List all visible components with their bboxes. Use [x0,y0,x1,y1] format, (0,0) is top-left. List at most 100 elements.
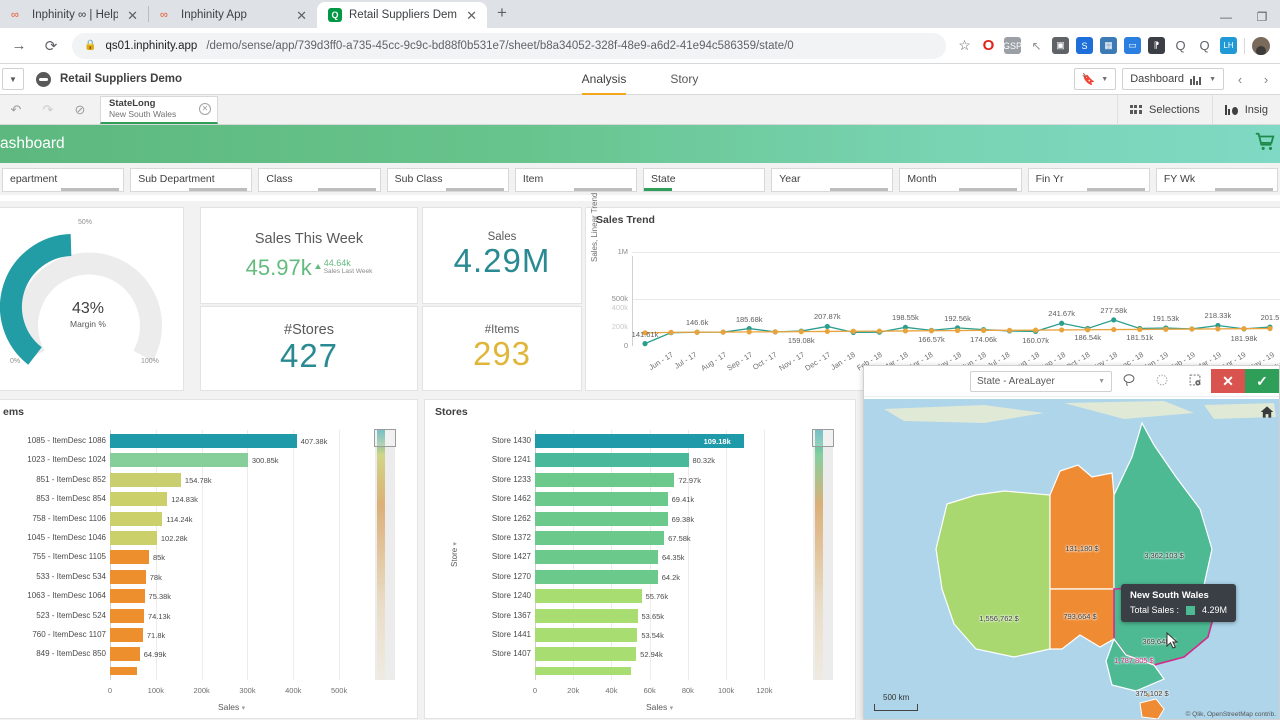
bar[interactable] [110,511,163,526]
browser-tab-3[interactable]: Q Retail Suppliers Demo - Dashboa ✕ [317,2,487,28]
filter-fy-wk[interactable]: FY Wk [1155,167,1279,192]
cursor-extension-icon[interactable]: ↖ [1031,38,1042,53]
close-icon[interactable]: ✕ [296,7,307,23]
margin-gauge-panel[interactable]: 0% 50% 100% 43% Margin % [0,207,184,391]
bar-category-label[interactable]: 1085 - ItemDesc 1086 [27,436,106,445]
bar[interactable] [110,589,145,604]
bar[interactable] [535,589,642,604]
bar[interactable] [535,628,638,642]
restore-button[interactable]: ❐ [1256,10,1268,24]
bar[interactable] [535,550,658,565]
bar-category-label[interactable]: 1023 - ItemDesc 1024 [27,455,106,465]
bar[interactable] [535,531,665,545]
bar[interactable] [110,628,143,642]
redo-button[interactable]: ↷ [42,101,54,117]
bar-category-label[interactable]: 758 - ItemDesc 1106 [32,513,106,523]
clear-select-icon[interactable] [1178,373,1211,390]
grid-extension-icon[interactable]: ▦ [1100,37,1117,54]
stores-bar-panel[interactable]: Stores Store ▾ 0 20k 40k 60k 80k 100k 120k Stor… [424,399,856,719]
browser-tab-2[interactable]: ∞ Inphinity App ✕ [149,2,317,28]
bar[interactable] [110,647,140,662]
confirm-selection-button[interactable]: ✓ [1245,369,1279,393]
new-tab-button[interactable]: + [497,3,507,22]
bar-category-label[interactable]: 533 - ItemDesc 534 [36,571,106,581]
q-extension-icon[interactable]: Q [1172,37,1189,54]
bar-category-label[interactable]: 755 - ItemDesc 1105 [32,552,106,562]
mini-chart-scrollbar[interactable] [374,429,396,680]
selections-button[interactable]: Selections [1116,94,1212,125]
bar-category-label[interactable]: Store 1441 [491,630,531,639]
clear-selections-button[interactable]: ⊘ [74,101,86,117]
mini-chart-scrollbar[interactable] [812,429,834,680]
filter-year[interactable]: Year [771,167,894,192]
bar-category-label[interactable]: Store 1430 [491,436,531,445]
circle-select-icon[interactable] [1145,373,1178,390]
bar[interactable] [110,472,181,487]
bar[interactable] [110,550,149,565]
bar-category-label[interactable]: Store 1240 [491,591,531,601]
layer-select[interactable]: State - AreaLayer ▼ [970,370,1112,392]
filter-month[interactable]: Month [899,167,1022,192]
bar-category-label[interactable]: Store 1270 [491,571,531,581]
video-extension-icon[interactable]: ▭ [1124,37,1141,54]
bar[interactable] [535,608,638,623]
bar-category-label[interactable]: 849 - ItemDesc 850 [36,649,106,659]
browser-tab-1[interactable]: ∞ Inphinity ∞ | Helping people get ✕ [0,2,148,28]
bar-category-label[interactable]: 851 - ItemDesc 852 [36,474,106,484]
filter-state[interactable]: State [643,167,766,192]
scrollbar-handle[interactable] [812,429,834,447]
scrollbar-handle[interactable] [374,429,396,447]
bar[interactable] [535,472,675,487]
bar-category-label[interactable]: Store 1262 [491,513,531,523]
bar-category-label[interactable]: 1045 - ItemDesc 1046 [27,533,106,542]
bar[interactable] [535,569,658,584]
next-sheet-button[interactable]: › [1263,71,1269,87]
cancel-selection-button[interactable]: ✕ [1211,369,1245,393]
opera-extension-icon[interactable]: O [980,37,997,54]
bookmark-button[interactable]: 🔖 ▼ [1073,68,1117,90]
sales-trend-chart[interactable]: 1M 500k 400k 200k 0 141.61k 146.6k 185.68k 207.8… [586,226,1280,390]
avatar[interactable] [1252,36,1270,55]
map-canvas[interactable]: 1,556,762 $ 131,180 $ 3,362,103 $ 793,66… [864,399,1279,719]
bar[interactable] [535,647,637,662]
kpi-stores[interactable]: #Stores 427 [200,306,418,391]
undo-button[interactable]: ↶ [10,101,22,117]
bar-category-label[interactable]: Store 1462 [491,494,531,504]
filter-sub-department[interactable]: Sub Department [130,167,253,192]
bar[interactable] [110,453,248,468]
sales-trend-panel[interactable]: Sales Trend Sales, Linear Trend 1M 500k 40… [585,193,1280,391]
bar[interactable] [110,666,137,675]
kpi-items[interactable]: #Items 293 [422,306,582,391]
close-icon[interactable]: ✕ [199,103,211,115]
lh-extension-icon[interactable]: LH [1220,37,1237,54]
screenshot-extension-icon[interactable]: ▣ [1052,37,1069,54]
address-bar[interactable]: 🔒 qs01.inphinity.app/demo/sense/app/739d… [72,32,946,59]
gsp-extension-icon[interactable]: GSP [1003,37,1022,54]
bar-category-label[interactable]: 1063 - ItemDesc 1064 [27,591,106,601]
home-icon[interactable] [1260,405,1274,422]
lasso-select-icon[interactable] [1112,373,1145,390]
shopping-cart-icon[interactable] [1254,131,1276,153]
filter-item[interactable]: Item [514,167,638,192]
reload-icon[interactable]: ⟳ [44,37,58,55]
selection-chip-statelong[interactable]: StateLong New South Wales ✕ [100,95,218,124]
bar[interactable] [535,492,668,507]
map-overlay-panel[interactable]: State - AreaLayer ▼ ✕ ✓ [863,365,1280,720]
bar[interactable] [110,608,144,623]
dark-extension-icon[interactable]: ⁋ [1148,37,1165,54]
bar[interactable] [535,666,631,675]
bar-category-label[interactable]: 523 - ItemDesc 524 [36,610,106,620]
bar-category-label[interactable]: 853 - ItemDesc 854 [36,494,106,504]
bar[interactable] [110,569,146,584]
bar[interactable] [110,492,168,507]
kpi-sales[interactable]: Sales 4.29M [422,207,582,304]
tab-analysis[interactable]: Analysis [581,64,627,95]
bar-category-label[interactable]: Store 1372 [491,533,531,542]
filter-epartment[interactable]: epartment [2,167,125,192]
prev-sheet-button[interactable]: ‹ [1237,71,1243,87]
bar[interactable] [535,434,744,448]
close-icon[interactable]: ✕ [466,7,477,23]
close-icon[interactable]: ✕ [127,7,138,23]
bar-category-label[interactable]: Store 1233 [491,474,531,484]
